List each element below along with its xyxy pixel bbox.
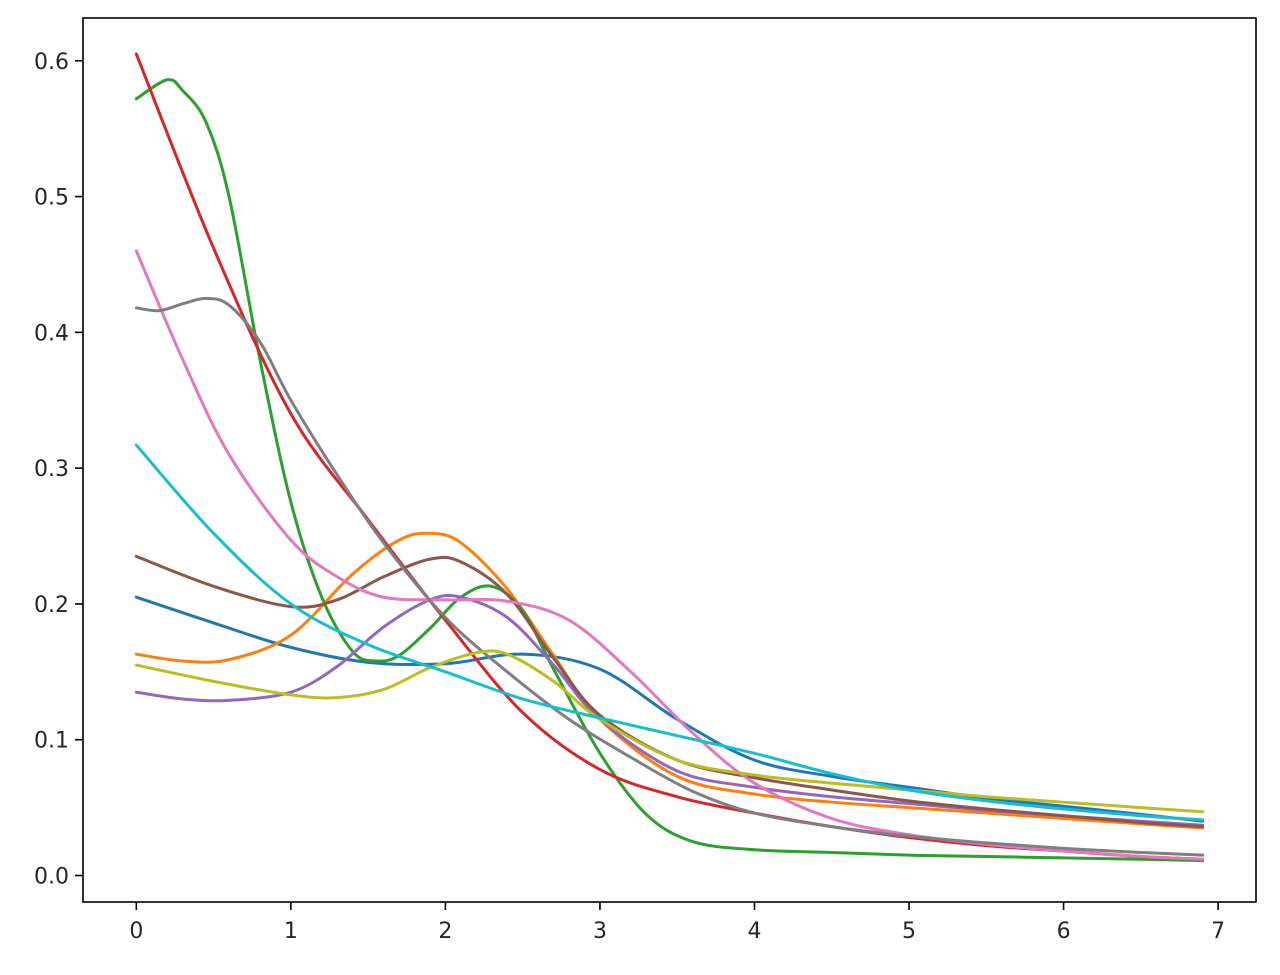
x-tick-label: 4 bbox=[748, 919, 762, 944]
y-tick-label: 0.3 bbox=[34, 457, 69, 482]
x-tick-label: 5 bbox=[902, 919, 916, 944]
y-tick-label: 0.4 bbox=[34, 321, 69, 346]
plot-area-frame bbox=[82, 17, 1257, 903]
y-tick-label: 0.1 bbox=[34, 729, 69, 754]
series-line-3 bbox=[134, 78, 1205, 863]
x-tick-label: 1 bbox=[284, 919, 298, 944]
y-tick-label: 0.5 bbox=[34, 186, 69, 211]
x-axis: 0 1 2 3 4 5 6 7 bbox=[129, 902, 1225, 944]
series-layer bbox=[134, 52, 1205, 863]
y-axis: 0.0 0.1 0.2 0.3 0.4 0.5 0.6 bbox=[34, 50, 83, 890]
x-tick-label: 3 bbox=[593, 919, 607, 944]
series-line-6 bbox=[134, 554, 1205, 829]
series-line-8 bbox=[134, 296, 1205, 857]
x-tick-label: 6 bbox=[1057, 919, 1071, 944]
series-line-1 bbox=[134, 595, 1205, 823]
series-line-10 bbox=[134, 443, 1205, 822]
x-tick-label: 0 bbox=[129, 919, 143, 944]
y-tick-label: 0.6 bbox=[34, 50, 69, 75]
y-tick-label: 0.2 bbox=[34, 593, 69, 618]
y-tick-label: 0.0 bbox=[34, 865, 69, 890]
series-line-9 bbox=[134, 649, 1205, 814]
x-tick-label: 2 bbox=[438, 919, 452, 944]
x-tick-label: 7 bbox=[1211, 919, 1225, 944]
